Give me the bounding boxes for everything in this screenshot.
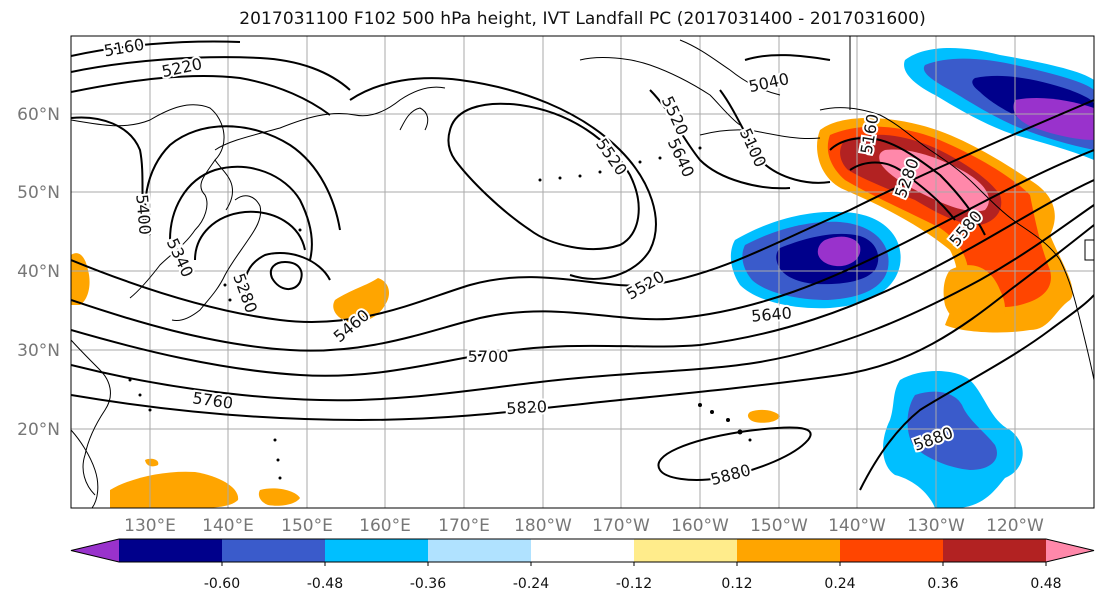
height-contours	[71, 40, 1094, 491]
lat-label: 40°N	[17, 262, 60, 282]
colorbar-tick-label: -0.48	[307, 576, 343, 592]
colorbar-segment	[428, 539, 532, 562]
colorbar-segment	[222, 539, 326, 562]
colorbar-tick-label: 0.12	[721, 576, 752, 592]
map-title: 2017031100 F102 500 hPa height, IVT Land…	[239, 9, 926, 29]
colorbar-segment	[943, 539, 1047, 562]
colorbar-tick-label: -0.36	[410, 576, 446, 592]
lon-label: 150°W	[750, 516, 808, 536]
colorbar-tick-label: 0.36	[927, 576, 958, 592]
colorbar-tick-label: -0.12	[616, 576, 652, 592]
lon-label: 140°W	[828, 516, 886, 536]
lon-label: 130°W	[907, 516, 965, 536]
colorbar-segment	[119, 539, 223, 562]
lat-label: 60°N	[17, 105, 60, 125]
colorbar-segment	[531, 539, 635, 562]
longitude-labels: 130°E 140°E 150°E 160°E 170°E 180°W 170°…	[124, 516, 1044, 536]
lat-label: 20°N	[17, 420, 60, 440]
coastlines	[71, 36, 1094, 508]
lon-label: 120°W	[986, 516, 1044, 536]
colorbar-tick-label: 0.24	[824, 576, 855, 592]
lon-label: 160°W	[671, 516, 729, 536]
colorbar-tick-label: 0.48	[1030, 576, 1061, 592]
colorbar-segment	[840, 539, 944, 562]
colorbar-tick-label: -0.60	[204, 576, 240, 592]
lon-label: 150°E	[281, 516, 333, 536]
lon-label: 180°W	[514, 516, 572, 536]
graticule	[71, 36, 1094, 508]
colorbar-extend-high	[1046, 539, 1094, 562]
latitude-labels: 60°N 50°N 40°N 30°N 20°N	[17, 105, 60, 440]
colorbar: -0.60 -0.48 -0.36 -0.24 -0.12 0.12 0.24 0.36 0.4…	[70, 538, 1095, 592]
lon-label: 170°E	[438, 516, 490, 536]
lon-label: 140°E	[202, 516, 254, 536]
colorbar-extend-low	[71, 539, 119, 562]
contour-label: 5400	[132, 193, 154, 235]
colorbar-segment	[737, 539, 841, 562]
lat-label: 50°N	[17, 183, 60, 203]
lat-label: 30°N	[17, 341, 60, 361]
contour-label: 5820	[506, 397, 548, 418]
colorbar-segment	[325, 539, 429, 562]
islands	[128, 146, 752, 480]
lon-label: 130°E	[124, 516, 176, 536]
colorbar-segment	[634, 539, 738, 562]
contour-label: 5700	[468, 347, 509, 366]
colorbar-outline	[70, 538, 1095, 563]
lon-label: 170°W	[592, 516, 650, 536]
map-frame	[70, 35, 1095, 509]
lon-label: 160°E	[359, 516, 411, 536]
colorbar-tick-label: -0.24	[513, 576, 549, 592]
contour-label: 5640	[750, 303, 792, 325]
